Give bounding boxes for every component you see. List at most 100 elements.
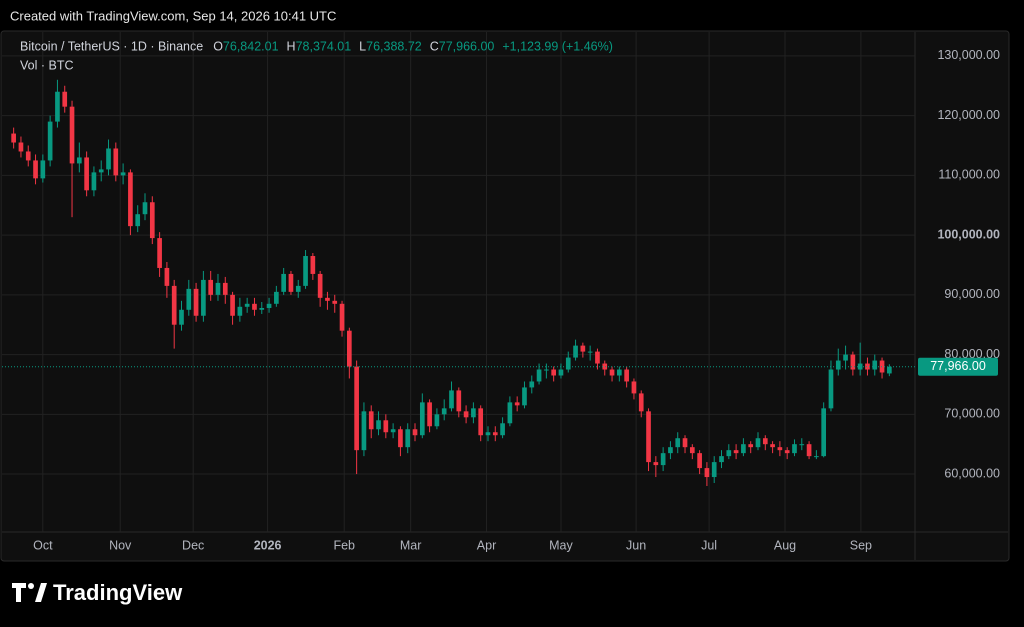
candle-body [135,214,141,227]
candle-body [660,453,666,466]
candle-body [595,351,600,364]
y-tick-label: 80,000.00 [944,347,1000,361]
candle-body [346,330,352,367]
logo-t [12,583,26,602]
candle-body [755,438,761,448]
x-tick-label: Dec [182,538,204,552]
ohlc-key: C [430,39,439,53]
candle-body [485,432,491,436]
candle-body [609,369,615,376]
y-tick-label: 120,000.00 [937,108,1000,122]
candle-body [47,121,53,161]
symbol: Bitcoin / TetherUS · 1D · Binance [20,39,203,53]
ohlc-key: H [287,39,296,53]
candle-body [237,306,243,316]
candle-body [806,444,812,457]
candle-body [252,303,257,310]
candle-body [719,456,724,463]
candle-body [142,202,148,215]
change: +1,123.99 (+1.46%) [502,39,613,53]
candle-body [726,450,732,457]
candle-body [368,411,374,430]
candle-body [171,285,177,325]
candle-body [587,351,593,353]
last-price-box [918,357,998,376]
candle-body [84,157,89,191]
x-tick-label: Oct [33,538,53,552]
candle-body [434,414,440,427]
brand: TradingView [53,580,183,605]
chart-panel [0,30,1010,562]
candle-body [784,450,790,454]
candle-body [376,420,381,430]
candle-body [69,106,75,164]
x-tick-label: Jun [626,538,646,552]
candle-body [835,360,841,370]
candle-body [295,285,301,292]
x-tick-label: May [549,538,573,552]
candle-body [573,345,578,358]
candle-body [872,360,878,370]
candle-body [76,157,82,164]
candle-body [624,369,629,382]
candle-body [843,354,848,361]
ohlc-value: 76,842.01 [223,39,279,53]
candle-body [33,160,38,179]
candle-body [792,444,797,454]
candle-body [887,366,892,374]
last-price-label: 77,966.00 [930,359,986,373]
y-tick-label: 60,000.00 [944,466,1000,480]
candle-body [580,345,586,352]
candle-body [25,151,31,161]
volume-label: Vol · BTC [20,58,74,72]
y-tick-label: 70,000.00 [944,407,1000,421]
candle-body [675,438,681,448]
candle-body [149,202,155,239]
candle-body [412,429,418,436]
candle-body [303,256,308,286]
candle-body [419,402,425,436]
candle-body [427,402,432,427]
x-tick-label: Apr [477,538,496,552]
y-tick-label: 130,000.00 [937,48,1000,62]
candle-body [449,390,454,409]
candle-body [522,387,527,406]
logo: TradingView [12,580,183,605]
candle-body [689,447,695,454]
logo-dot [28,583,34,589]
candle-body [733,450,739,454]
ohlc-key: L [359,39,366,53]
candle-body [777,447,783,451]
candle-body [814,456,819,458]
candle-body [682,438,688,448]
x-tick-label: Jul [701,538,717,552]
candle-body [500,423,505,436]
candle-body [120,172,126,176]
candle-body [704,468,710,478]
candle-body [164,267,170,286]
candle-body [208,279,214,295]
candle-body [638,393,644,412]
candle-body [201,279,206,316]
ohlc-key: O [213,39,223,53]
candle-body [646,411,651,463]
x-tick-label: Nov [109,538,132,552]
candle-body [799,444,805,446]
candle-body [770,444,775,448]
candle-body [711,462,717,478]
candle-body [383,420,389,433]
legend: Bitcoin / TetherUS · 1D · Binance O 76,84… [20,39,613,72]
candle-body [762,438,768,445]
candle-body [529,381,535,388]
candle-body [259,307,265,310]
ohlc-value: 78,374.01 [296,39,352,53]
candle-body [230,294,235,316]
candle-body [551,369,557,376]
candle-body [631,381,637,394]
caption: Created with TradingView.com, Sep 14, 20… [10,8,336,23]
candle-body [215,282,221,295]
candle-body [456,390,462,412]
candle-body [91,172,97,191]
candle-body [274,291,279,304]
ohlc: O 76,842.01 H 78,374.01 L 76,388.72 C 77,966.00… [213,39,613,53]
